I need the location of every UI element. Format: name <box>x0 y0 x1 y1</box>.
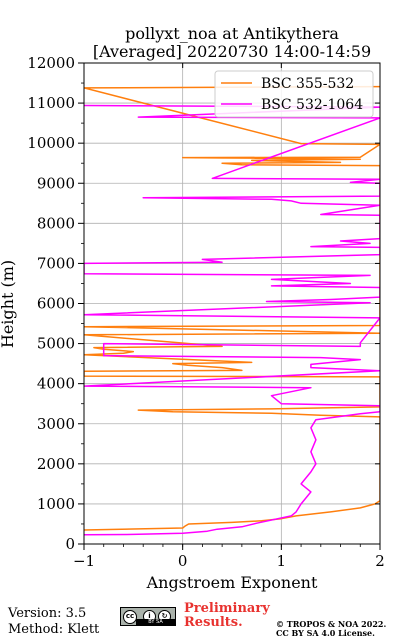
y-tick-label: 7000 <box>37 254 75 272</box>
preliminary-line2: Results. <box>184 615 243 630</box>
x-tick-label: 2 <box>375 552 385 570</box>
series-line-1 <box>84 104 380 536</box>
x-tick-label: 1 <box>277 552 287 570</box>
cc-by-sa-badge-icon: cc i ↻ BY SA <box>120 607 176 626</box>
y-tick-label: 8000 <box>37 214 75 232</box>
legend: BSC 355-532 BSC 532-1064 <box>214 70 374 118</box>
y-tick-label: 1000 <box>37 495 75 513</box>
x-axis-label: Angstroem Exponent <box>146 573 318 592</box>
y-tick-label: 3000 <box>37 415 75 433</box>
copyright-note: © TROPOS & NOA 2022. CC BY SA 4.0 Licens… <box>276 620 386 638</box>
chart-title-line1: pollyxt_noa at Antikythera <box>125 24 339 43</box>
y-axis-label: Height (m) <box>0 260 17 348</box>
copyright-line1: © TROPOS & NOA 2022. <box>276 619 387 629</box>
legend-label-bsc-532-1064: BSC 532-1064 <box>261 97 363 113</box>
x-tick-label: −1 <box>73 552 95 570</box>
version-label: Version: 3.5 <box>8 606 87 621</box>
y-tick-label: 0 <box>65 535 75 553</box>
y-tick-label: 9000 <box>37 174 75 192</box>
y-tick-label: 2000 <box>37 455 75 473</box>
y-tick-label: 5000 <box>37 335 75 353</box>
legend-box <box>214 70 374 118</box>
y-tick-label: 6000 <box>37 295 75 313</box>
preliminary-line1: Preliminary <box>184 601 270 616</box>
preliminary-results-note: Preliminary Results. <box>184 602 270 630</box>
axis-ticks: −1 0 1 201000200030004000500060007000800090… <box>27 54 384 570</box>
copyright-line2: CC BY SA 4.0 License. <box>276 628 375 638</box>
y-tick-label: 10000 <box>27 134 75 152</box>
series-lines <box>84 85 380 536</box>
chart-title-line2: [Averaged] 20220730 14:00-14:59 <box>93 42 371 61</box>
y-tick-label: 11000 <box>27 94 75 112</box>
method-label: Method: Klett <box>8 622 100 637</box>
legend-label-bsc-355-532: BSC 355-532 <box>261 76 354 92</box>
series-line-0 <box>84 85 380 531</box>
x-tick-label: 0 <box>178 552 188 570</box>
y-tick-label: 12000 <box>27 54 75 72</box>
y-tick-label: 4000 <box>37 375 75 393</box>
